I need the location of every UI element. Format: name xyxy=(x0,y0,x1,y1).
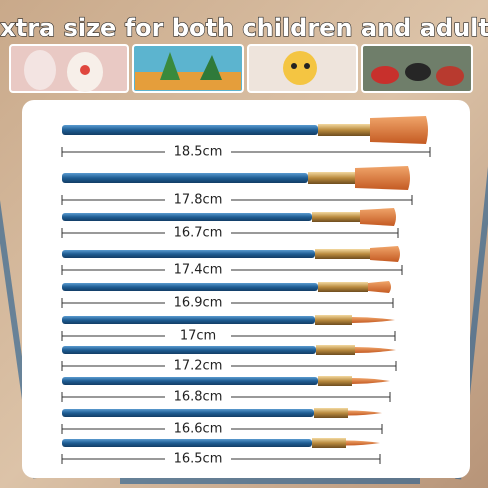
length-label: 18.5cm xyxy=(174,145,223,160)
brush-bristles xyxy=(370,246,400,262)
brush-handle xyxy=(62,346,316,354)
label-background xyxy=(165,225,231,241)
brush-bristles xyxy=(360,208,396,226)
brush-handle xyxy=(62,125,318,135)
brush-bristles xyxy=(346,440,380,446)
brush-bristles xyxy=(355,347,396,353)
brush-handle xyxy=(62,283,318,291)
brush-handle xyxy=(62,250,315,258)
length-label: 17.2cm xyxy=(174,359,223,374)
brush-handle xyxy=(62,316,315,324)
brush-ferrule xyxy=(318,282,368,292)
brush-ferrule xyxy=(312,438,346,448)
length-label: 16.6cm xyxy=(174,422,223,437)
thumbnails xyxy=(9,44,473,93)
brush-bristles xyxy=(348,410,382,416)
brush-ferrule xyxy=(315,315,352,325)
brush: 16.7cm xyxy=(61,208,399,241)
brush: 17cm xyxy=(61,315,396,344)
length-label: 16.5cm xyxy=(174,452,223,467)
label-background xyxy=(165,192,231,208)
label-background xyxy=(165,451,231,467)
label-background xyxy=(165,358,231,374)
brush: 18.5cm xyxy=(61,116,431,160)
brush-ferrule xyxy=(315,249,370,259)
length-label: 16.7cm xyxy=(174,226,223,241)
brush-bristles xyxy=(352,378,390,384)
brush-bristles xyxy=(352,317,395,323)
brush: 16.6cm xyxy=(61,408,383,437)
brush-handle xyxy=(62,173,308,183)
title: Extra size for both children and adults xyxy=(0,14,488,42)
brush: 16.5cm xyxy=(61,438,381,467)
brush-list: 18.5cm 17.8cm 16.7cm 17.4cm 16.9cm 17cm 17.2cm… xyxy=(61,116,431,467)
brush-ferrule xyxy=(308,172,355,184)
brush: 16.8cm xyxy=(61,376,391,405)
brush: 17.8cm xyxy=(61,166,413,208)
brush-ferrule xyxy=(318,124,370,136)
length-label: 17.8cm xyxy=(174,193,223,208)
label-background xyxy=(165,295,231,311)
label-background xyxy=(165,421,231,437)
brush-handle xyxy=(62,377,318,385)
brush-ferrule xyxy=(312,212,360,222)
brush: 17.4cm xyxy=(61,246,403,278)
label-background xyxy=(165,262,231,278)
label-background xyxy=(165,144,231,160)
length-label: 17cm xyxy=(180,329,216,344)
brush-bristles xyxy=(370,116,428,144)
brush-ferrule xyxy=(316,345,355,355)
brush-ferrule xyxy=(314,408,348,418)
brush-handle xyxy=(62,213,312,221)
brush-bristles xyxy=(368,281,391,293)
brush-handle xyxy=(62,439,312,447)
label-background xyxy=(165,328,231,344)
brush: 17.2cm xyxy=(61,345,397,374)
label-background xyxy=(165,389,231,405)
brush: 16.9cm xyxy=(61,281,394,311)
length-label: 17.4cm xyxy=(174,263,223,278)
brush-ferrule xyxy=(318,376,352,386)
length-label: 16.8cm xyxy=(174,390,223,405)
brush-handle xyxy=(62,409,314,417)
brush-bristles xyxy=(355,166,410,190)
length-label: 16.9cm xyxy=(174,296,223,311)
